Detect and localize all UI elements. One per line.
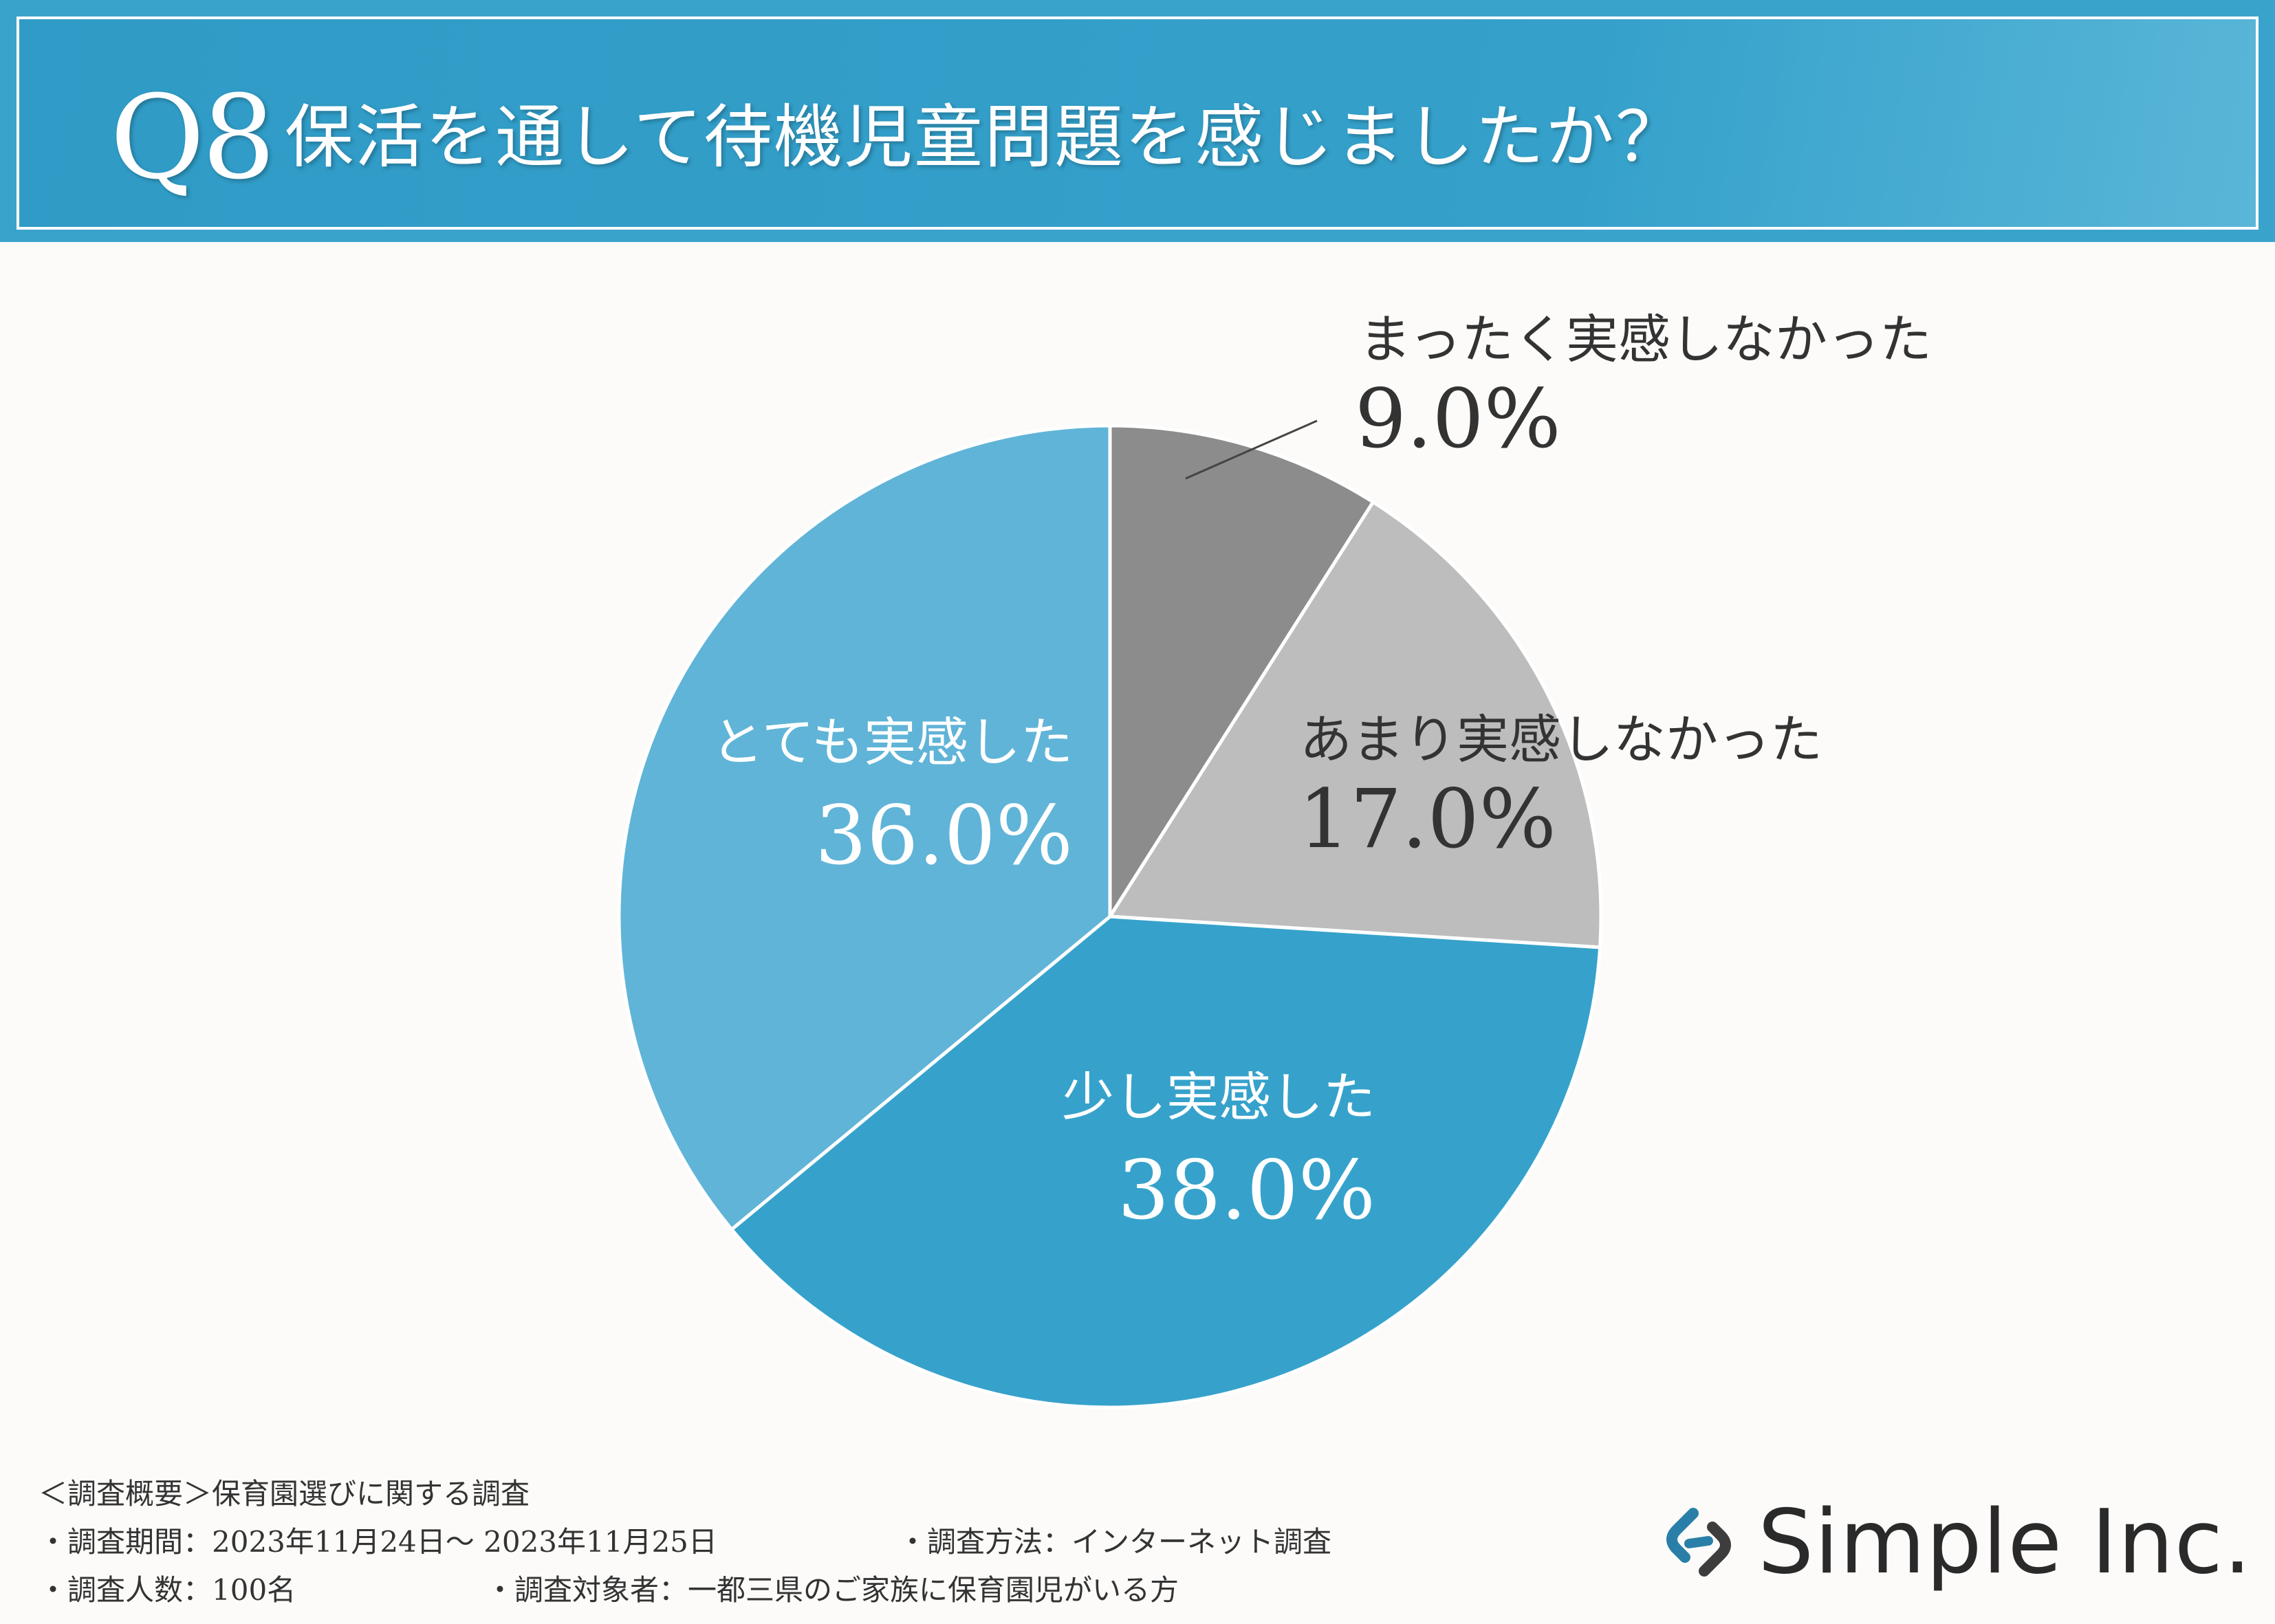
pie-slice-2 xyxy=(729,914,1602,1409)
slice-value-3: 36.0% xyxy=(815,788,1073,883)
survey-method: ・調査方法：インターネット調査 xyxy=(898,1525,1332,1559)
pie-slice-3 xyxy=(617,424,1112,1232)
survey-title: ＜調査概要＞保育園選びに関する調査 xyxy=(39,1477,530,1511)
slice-label-1: あまり実感しなかった xyxy=(1300,709,1822,770)
header-banner: Q8 保活を通して待機児童問題を感じましたか？ xyxy=(17,17,2258,230)
slice-label-0: まったく実感しなかった xyxy=(1359,309,1932,370)
chain-link-logo-icon xyxy=(1666,1508,1731,1577)
company-logo: Simple Inc. xyxy=(1657,1491,2252,1594)
slice-label-3: とても実感した xyxy=(711,712,1073,773)
slice-value-2: 38.0% xyxy=(1118,1143,1375,1238)
slice-label-2: 少し実感した xyxy=(1062,1066,1375,1128)
survey-period: ・調査期間：2023年11月24日～ 2023年11月25日 xyxy=(39,1525,717,1559)
pie-slice-1 xyxy=(1107,499,1603,950)
survey-footer: ＜調査概要＞保育園選びに関する調査 ・調査期間：2023年11月24日～ 202… xyxy=(39,1470,1331,1614)
question-title: 保活を通して待機児童問題を感じましたか？ xyxy=(285,97,1686,177)
leader-line xyxy=(1185,419,1318,480)
slice-value-0: 9.0% xyxy=(1355,371,1561,466)
survey-respondents: ・調査人数：100名 xyxy=(39,1573,296,1607)
question-number: Q8 xyxy=(110,70,276,205)
pie-slice-0 xyxy=(1108,424,1376,923)
logo-text: Simple Inc. xyxy=(1758,1491,2252,1594)
survey-target: ・調査対象者：一都三県のご家族に保育園児がいる方 xyxy=(486,1573,1179,1607)
slice-value-1: 17.0% xyxy=(1298,771,1556,866)
